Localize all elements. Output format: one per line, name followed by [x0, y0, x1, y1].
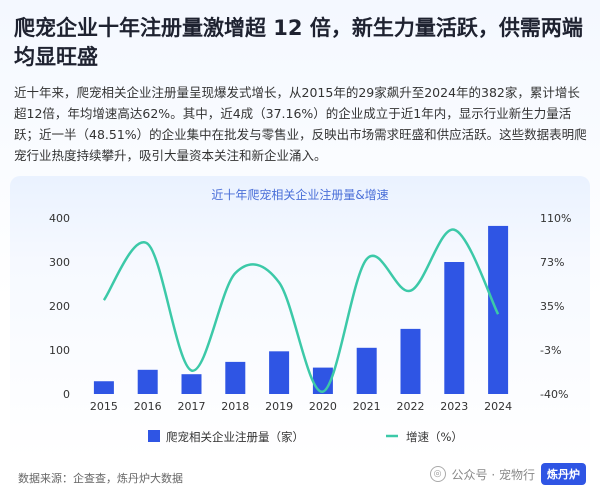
x-tick-label: 2021 — [353, 400, 381, 413]
left-axis-tick: 400 — [49, 212, 70, 225]
x-tick-label: 2017 — [178, 400, 206, 413]
watermark: ◎ 公众号 · 宠物行 炼丹炉 — [429, 462, 586, 486]
x-tick-label: 2023 — [440, 400, 468, 413]
chart-title: 近十年爬宠相关企业注册量&增速 — [211, 188, 389, 202]
left-axis-tick: 100 — [49, 344, 70, 357]
x-tick-label: 2015 — [90, 400, 118, 413]
bar — [181, 374, 202, 394]
right-axis-tick: -40% — [540, 388, 568, 401]
growth-line — [102, 228, 500, 393]
bar — [444, 262, 465, 394]
right-axis-tick: -3% — [540, 344, 561, 357]
bar — [400, 328, 421, 394]
x-tick-label: 2019 — [265, 400, 293, 413]
x-tick-label: 2024 — [484, 400, 512, 413]
source-note: 数据来源：企查查，炼丹炉大数据 — [18, 472, 183, 485]
bar — [488, 225, 509, 394]
bar — [356, 347, 377, 394]
right-axis-tick: 110% — [540, 212, 571, 225]
bar — [225, 361, 246, 394]
left-axis-tick: 200 — [49, 300, 70, 313]
x-tick-label: 2022 — [397, 400, 425, 413]
bar — [269, 351, 290, 394]
bar — [93, 381, 114, 394]
legend-bar-swatch — [148, 430, 160, 442]
right-axis-tick: 35% — [540, 300, 564, 313]
legend-bar-label: 爬宠相关企业注册量（家） — [166, 430, 304, 444]
x-tick-label: 2020 — [309, 400, 337, 413]
left-axis-tick: 0 — [63, 388, 70, 401]
watermark-text: 公众号 · 宠物行 — [451, 467, 535, 482]
right-axis-tick: 73% — [540, 256, 564, 269]
body-paragraph: 近十年来，爬宠相关企业注册量呈现爆发式增长，从2015年的29家飙升至2024年… — [14, 85, 587, 163]
left-axis-tick: 300 — [49, 256, 70, 269]
wechat-icon: ◎ — [429, 466, 446, 482]
x-tick-label: 2018 — [221, 400, 249, 413]
brand-logo: 炼丹炉 — [541, 463, 586, 485]
headline: 爬宠企业十年注册量激增超 12 倍，新生力量活跃，供需两端均显旺盛 — [14, 16, 583, 69]
x-tick-label: 2016 — [134, 400, 162, 413]
bar — [137, 369, 158, 394]
legend-line-label: 增速（%） — [406, 430, 463, 444]
